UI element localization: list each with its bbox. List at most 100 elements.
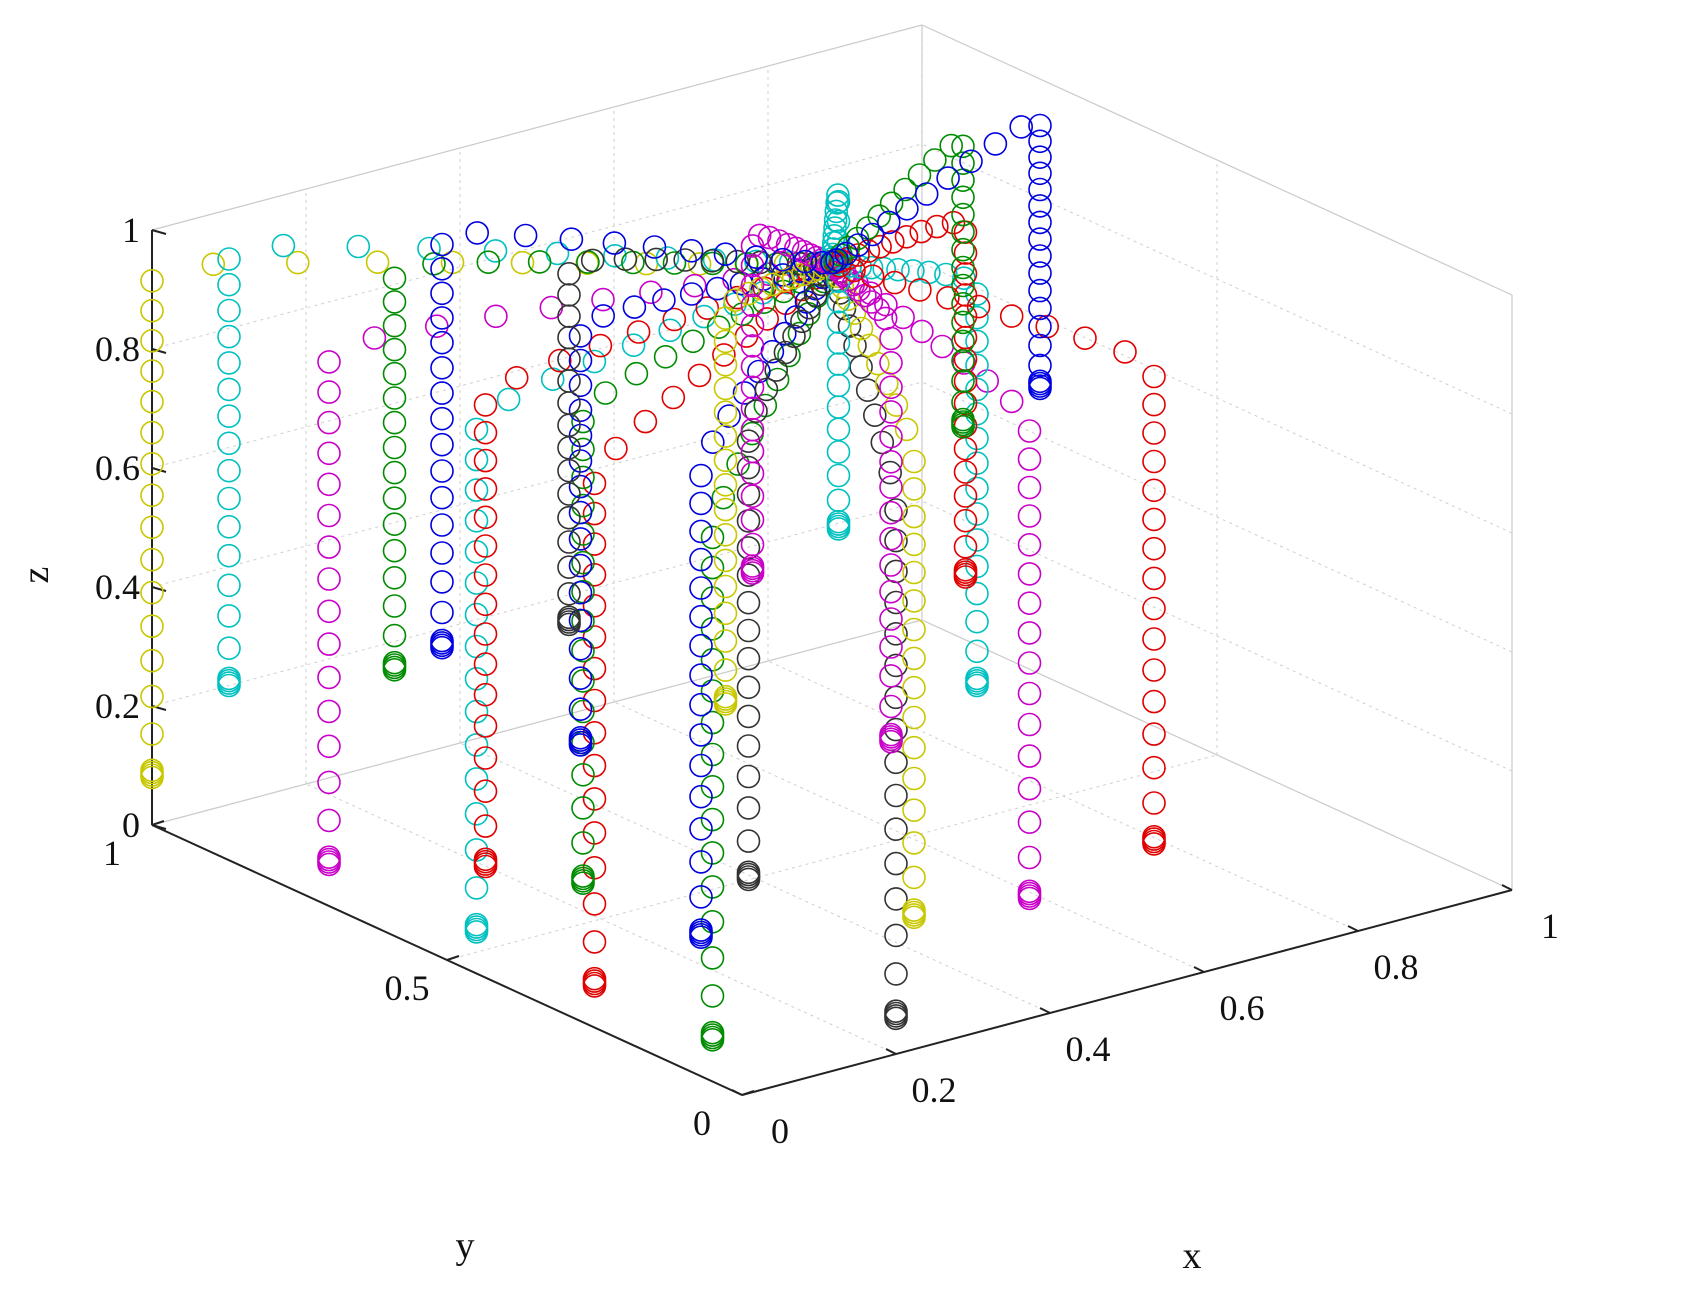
data-point — [317, 472, 341, 497]
box-edge — [151, 619, 923, 826]
data-point — [687, 363, 712, 388]
z-tick-label: 1 — [122, 210, 140, 250]
data-point — [849, 316, 874, 341]
data-point — [713, 472, 738, 497]
data-point — [1017, 712, 1042, 737]
data-point — [140, 684, 164, 709]
data-point — [902, 646, 926, 671]
data-point — [1142, 507, 1166, 532]
data-point — [868, 234, 892, 259]
data-point — [884, 923, 908, 948]
data-point — [593, 381, 618, 405]
data-point — [568, 527, 593, 551]
data-point — [430, 631, 454, 655]
data-point — [317, 441, 341, 466]
data-point — [568, 697, 593, 722]
data-point — [826, 189, 851, 214]
data-point — [464, 912, 489, 937]
data-point — [1142, 392, 1166, 417]
data-point — [140, 648, 164, 673]
data-point — [965, 282, 989, 306]
data-point — [951, 310, 975, 335]
data-point — [580, 248, 605, 273]
data-point — [1017, 810, 1042, 835]
data-point — [826, 514, 851, 539]
data-point — [902, 766, 926, 791]
data-point — [884, 783, 908, 808]
data-point — [713, 548, 738, 573]
data-point — [679, 239, 704, 263]
data-point — [382, 512, 407, 537]
data-point — [908, 278, 932, 302]
data-point — [639, 280, 663, 305]
data-point — [1028, 261, 1052, 285]
data-point — [547, 348, 572, 373]
data-point — [1028, 353, 1052, 378]
data-point — [473, 448, 498, 473]
data-point — [700, 525, 725, 550]
data-point — [430, 281, 454, 306]
data-point — [1142, 596, 1166, 621]
data-point — [845, 226, 870, 251]
data-point — [755, 307, 780, 331]
data-point — [473, 477, 498, 501]
data-point — [953, 557, 978, 582]
data-point — [568, 580, 593, 605]
data-point — [140, 389, 164, 414]
data-point — [317, 699, 341, 724]
data-point — [1028, 314, 1052, 339]
data-point — [953, 534, 978, 559]
data-point — [689, 723, 713, 747]
data-point — [464, 634, 489, 659]
x-tick-label: 0.8 — [1374, 947, 1419, 987]
data-point — [317, 380, 341, 404]
data-point — [782, 324, 806, 349]
data-point — [902, 449, 926, 474]
data-point — [914, 182, 939, 206]
data-point — [464, 801, 489, 826]
data-point — [568, 500, 593, 525]
data-point — [706, 315, 731, 340]
data-point — [826, 463, 851, 488]
data-point — [430, 256, 454, 281]
data-point — [424, 314, 449, 339]
data-point — [894, 225, 919, 249]
x-tick-label: 0 — [771, 1111, 789, 1151]
data-point — [571, 762, 595, 787]
grid-line-x — [459, 742, 1051, 1014]
data-point — [723, 288, 747, 313]
data-point — [362, 326, 387, 350]
data-point — [936, 285, 960, 310]
data-point — [965, 666, 989, 691]
data-point — [1017, 562, 1042, 586]
data-point — [140, 515, 164, 540]
z-tick — [151, 348, 167, 354]
data-point — [1009, 115, 1034, 139]
data-point — [902, 532, 926, 557]
data-point — [527, 250, 552, 274]
data-point — [1028, 113, 1052, 138]
data-point — [713, 448, 738, 473]
data-point — [430, 330, 454, 355]
y-tick-label: 1 — [103, 833, 121, 873]
grid-line-z — [921, 24, 1513, 296]
data-point — [1017, 881, 1042, 906]
data-point — [953, 460, 978, 484]
data-point — [689, 604, 713, 629]
data-point — [959, 149, 983, 174]
data-point — [582, 593, 607, 618]
data-point — [965, 609, 989, 634]
data-point — [140, 483, 164, 508]
data-point — [705, 276, 730, 301]
trajectory-b — [430, 221, 844, 660]
data-point — [740, 375, 765, 400]
trajectory-g — [571, 250, 844, 896]
data-point — [140, 328, 164, 353]
data-point — [936, 166, 960, 190]
data-point — [951, 237, 975, 262]
data-point — [633, 409, 658, 434]
data-point — [140, 580, 164, 605]
data-point — [430, 628, 454, 653]
data-point — [879, 400, 903, 424]
data-point — [568, 608, 593, 633]
